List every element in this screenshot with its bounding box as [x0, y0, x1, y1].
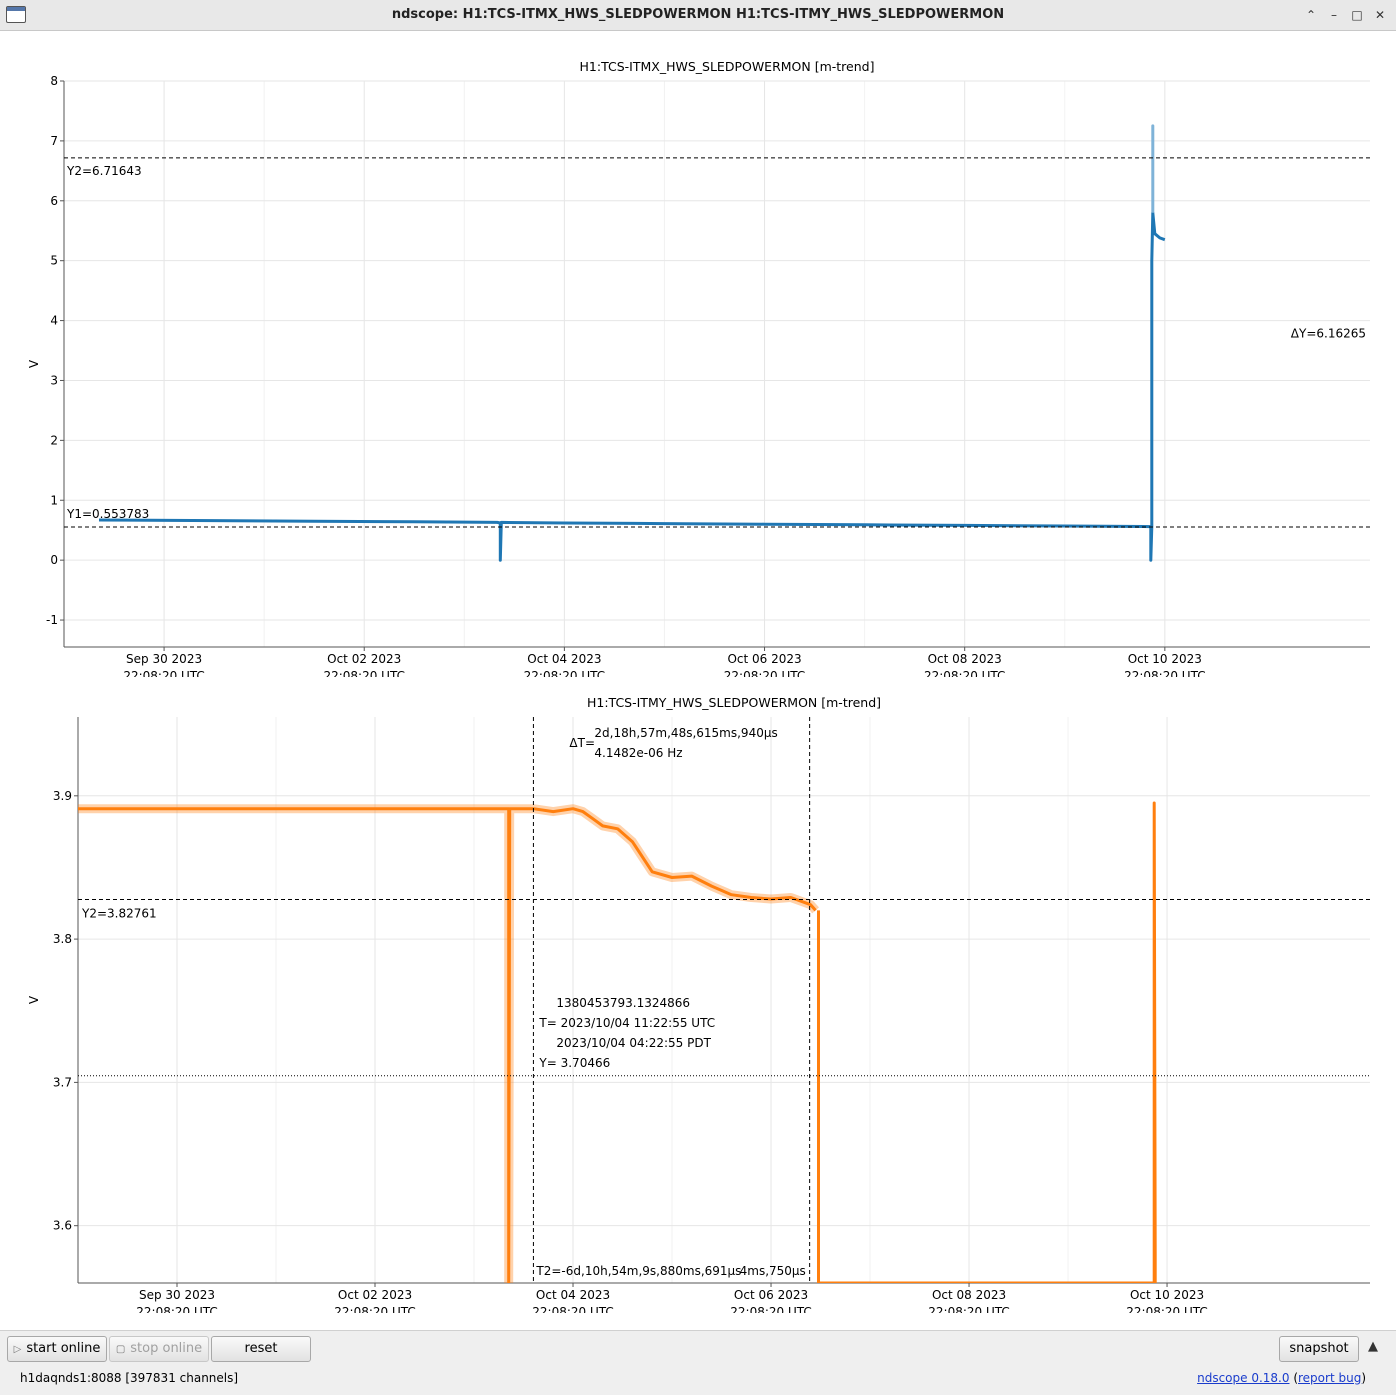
- version-link[interactable]: ndscope 0.18.0: [1197, 1371, 1290, 1385]
- y-tick-label-0: -1: [46, 613, 58, 627]
- x-tick-sublabel-1: 22:08:20 UTC: [334, 1305, 416, 1314]
- x-tick-label-2: Oct 04 2023: [527, 652, 601, 666]
- y-tick-label-9: 8: [50, 74, 58, 88]
- report-bug-link[interactable]: report bug: [1298, 1371, 1362, 1385]
- x-tick-sublabel-0: 22:08:20 UTC: [123, 669, 205, 678]
- cursor-y2-label: Y2=3.82761: [81, 907, 157, 921]
- reset-button[interactable]: reset: [211, 1336, 311, 1362]
- minimize-icon[interactable]: –: [1331, 8, 1337, 22]
- x-tick-label-5: Oct 10 2023: [1130, 1288, 1204, 1302]
- x-tick-sublabel-5: 22:08:20 UTC: [1126, 1305, 1208, 1314]
- x-tick-label-1: Oct 02 2023: [327, 652, 401, 666]
- x-tick-label-4: Oct 08 2023: [932, 1288, 1006, 1302]
- app-window-icon: [6, 6, 26, 23]
- x-tick-sublabel-3: 22:08:20 UTC: [730, 1305, 812, 1314]
- itmx-chart-svg[interactable]: H1:TCS-ITMX_HWS_SLEDPOWERMON [m-trend] -1…: [0, 48, 1396, 678]
- crosshair-gps: 1380453793.1324866: [556, 996, 690, 1010]
- cursor-y2-label: Y2=6.71643: [66, 164, 142, 178]
- window-titlebar: ndscope: H1:TCS-ITMX_HWS_SLEDPOWERMON H1…: [0, 0, 1396, 31]
- triangle-up-icon[interactable]: ▲: [1368, 1339, 1378, 1354]
- cursor-dt-line2: 4.1482e-06 Hz: [594, 746, 682, 760]
- version-info: ndscope 0.18.0 (report bug): [1197, 1371, 1366, 1385]
- crosshair-pdt: 2023/10/04 04:22:55 PDT: [556, 1036, 711, 1050]
- x-tick-label-5: Oct 10 2023: [1128, 652, 1202, 666]
- plot-itmx[interactable]: H1:TCS-ITMX_HWS_SLEDPOWERMON [m-trend] -1…: [0, 48, 1396, 678]
- x-tick-label-3: Oct 06 2023: [734, 1288, 808, 1302]
- y-tick-label-2: 3.8: [53, 932, 72, 946]
- cursor-dt-line1: 2d,18h,57m,48s,615ms,940μs: [594, 726, 777, 740]
- server-status: h1daqnds1:8088 [397831 channels]: [20, 1371, 239, 1385]
- series-line-0: [78, 807, 817, 1283]
- itmy-chart-svg[interactable]: H1:TCS-ITMY_HWS_SLEDPOWERMON [m-trend] 3.…: [0, 684, 1396, 1314]
- y-tick-label-3: 2: [50, 433, 58, 447]
- chart-title: H1:TCS-ITMX_HWS_SLEDPOWERMON [m-trend]: [580, 59, 875, 74]
- x-tick-sublabel-0: 22:08:20 UTC: [136, 1305, 218, 1314]
- start-online-button[interactable]: ▷ start online: [7, 1336, 107, 1362]
- x-tick-label-0: Sep 30 2023: [139, 1288, 215, 1302]
- y-tick-label-5: 4: [50, 314, 58, 328]
- cursor-t2-label: T2=-6d,10h,54m,9s,880ms,691μs: [535, 1264, 741, 1278]
- x-tick-label-4: Oct 08 2023: [928, 652, 1002, 666]
- y-tick-label-1: 0: [50, 553, 58, 567]
- x-tick-sublabel-5: 22:08:20 UTC: [1124, 669, 1206, 678]
- y-tick-label-7: 6: [50, 194, 58, 208]
- stop-online-label: stop online: [130, 1341, 203, 1356]
- chevron-up-icon[interactable]: ⌃: [1305, 8, 1317, 22]
- y-tick-label-4: 3: [50, 373, 58, 387]
- x-tick-sublabel-2: 22:08:20 UTC: [524, 669, 606, 678]
- series-line-0: [98, 211, 1166, 562]
- cursor-dt-prefix: ΔT=: [569, 736, 595, 750]
- window-title: ndscope: H1:TCS-ITMX_HWS_SLEDPOWERMON H1…: [391, 7, 1005, 22]
- x-tick-sublabel-2: 22:08:20 UTC: [532, 1305, 614, 1314]
- x-tick-label-1: Oct 02 2023: [338, 1288, 412, 1302]
- x-tick-label-2: Oct 04 2023: [536, 1288, 610, 1302]
- stop-icon: ▢: [115, 1344, 126, 1355]
- y-tick-label-0: 3.6: [53, 1219, 72, 1233]
- crosshair-utc: T= 2023/10/04 11:22:55 UTC: [538, 1016, 715, 1030]
- close-icon[interactable]: ✕: [1374, 8, 1386, 22]
- stop-online-button[interactable]: ▢ stop online: [109, 1336, 209, 1362]
- x-tick-sublabel-4: 22:08:20 UTC: [924, 669, 1006, 678]
- y-tick-label-8: 7: [50, 134, 58, 148]
- series-line-1: [817, 801, 1157, 1283]
- play-icon: ▷: [13, 1344, 22, 1355]
- x-tick-sublabel-1: 22:08:20 UTC: [323, 669, 405, 678]
- x-tick-label-0: Sep 30 2023: [126, 652, 202, 666]
- cursor-dy-label: ΔY=6.16265: [1291, 326, 1366, 340]
- cursor-y1-label: Y1=0.553783: [66, 507, 149, 521]
- control-bar: ▷ start online ▢ stop online reset snapsho…: [0, 1330, 1396, 1395]
- x-tick-sublabel-4: 22:08:20 UTC: [928, 1305, 1010, 1314]
- y-tick-label-6: 5: [50, 254, 58, 268]
- y-axis-label: V: [27, 359, 41, 368]
- y-tick-label-2: 1: [50, 493, 58, 507]
- start-online-label: start online: [26, 1341, 101, 1356]
- cursor-t2-trailing: 4ms,750μs: [740, 1264, 806, 1278]
- chart-title: H1:TCS-ITMY_HWS_SLEDPOWERMON [m-trend]: [587, 695, 881, 710]
- y-tick-label-1: 3.7: [53, 1075, 72, 1089]
- maximize-icon[interactable]: □: [1351, 8, 1363, 22]
- snapshot-button[interactable]: snapshot: [1279, 1336, 1359, 1362]
- plot-itmy[interactable]: H1:TCS-ITMY_HWS_SLEDPOWERMON [m-trend] 3.…: [0, 684, 1396, 1314]
- x-tick-sublabel-3: 22:08:20 UTC: [724, 669, 806, 678]
- crosshair-yval: Y= 3.70466: [538, 1056, 610, 1070]
- y-tick-label-3: 3.9: [53, 789, 72, 803]
- y-axis-label: V: [27, 995, 41, 1004]
- x-tick-label-3: Oct 06 2023: [727, 652, 801, 666]
